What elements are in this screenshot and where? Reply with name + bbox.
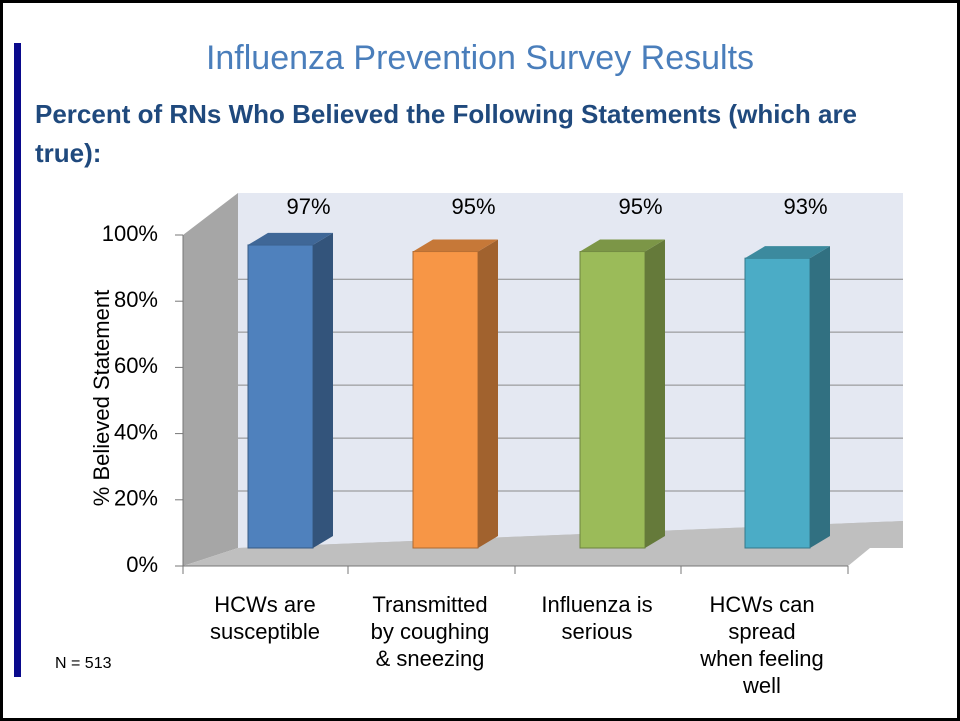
bar-side: [810, 246, 830, 549]
y-tick-label: 100%: [102, 221, 158, 246]
x-tick-label: Influenza is serious: [541, 592, 652, 644]
value-label: 93%: [783, 194, 827, 219]
bar-front: [744, 257, 811, 549]
bar-front: [247, 244, 314, 549]
bar-front: [412, 251, 479, 549]
x-tick-label: HCWs can spread when feeling well: [699, 592, 824, 698]
bar-side: [313, 232, 333, 548]
y-tick-label: 40%: [114, 419, 158, 444]
y-tick-label: 60%: [114, 353, 158, 378]
side-wall: [183, 193, 238, 566]
x-tick-label: HCWs are susceptible: [210, 592, 320, 644]
x-tick-label: Transmitted by coughing & sneezing: [371, 592, 490, 671]
bar-top: [248, 232, 333, 245]
accent-bar: [14, 43, 21, 677]
slide-title: Influenza Prevention Survey Results: [205, 39, 755, 77]
bar-front: [579, 251, 646, 549]
bar: [412, 239, 498, 549]
y-axis-label: % Believed Statement: [89, 290, 114, 506]
value-label: 97%: [286, 194, 330, 219]
bar: [247, 232, 333, 549]
x-ticks: [182, 566, 849, 574]
bar: [579, 239, 665, 549]
bar-side: [645, 239, 665, 549]
bar-side: [478, 239, 498, 549]
note: N = 513: [55, 655, 112, 672]
y-tick-label: 20%: [114, 486, 158, 511]
chart: % Believed Statement 0% 20% 40% 60% 80% 100% 9…: [89, 193, 903, 698]
bar-top: [413, 239, 498, 252]
bar-top: [745, 246, 830, 259]
floor-back: [238, 521, 903, 548]
bar: [744, 246, 830, 549]
bar-top: [580, 239, 665, 252]
y-tick-label: 80%: [114, 287, 158, 312]
y-tick-label: 0%: [126, 552, 158, 577]
value-label: 95%: [451, 194, 495, 219]
subtitle: Percent of RNs Who Believed the Followin…: [35, 99, 858, 168]
back-wall: [238, 193, 903, 548]
value-label: 95%: [618, 194, 662, 219]
